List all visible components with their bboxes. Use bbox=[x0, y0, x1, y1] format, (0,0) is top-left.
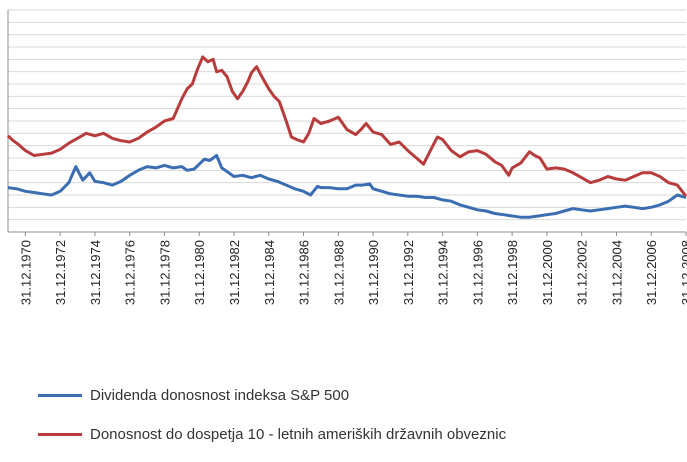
legend-label-dividend-yield: Dividenda donosnost indeksa S&P 500 bbox=[90, 386, 350, 404]
x-tick-label: 31.12.1984 bbox=[262, 240, 277, 305]
x-tick-label: 31.12.2008 bbox=[679, 240, 687, 305]
x-tick-label: 31.12.1996 bbox=[470, 240, 485, 305]
x-tick-label: 31.12.1986 bbox=[297, 240, 312, 305]
legend-item-bond-yield: Donosnost do dospetja 10 - letnih ameriš… bbox=[38, 423, 506, 445]
x-tick-label: 31.12.1976 bbox=[123, 240, 138, 305]
x-tick-label: 31.12.1978 bbox=[157, 240, 172, 305]
x-tick-label: 31.12.1998 bbox=[505, 240, 520, 305]
x-tick-label: 31.12.1980 bbox=[192, 240, 207, 305]
line-chart: 31.12.1970 31.12.1972 31.12.1974 31.12.1976… bbox=[6, 9, 687, 305]
x-axis bbox=[7, 10, 687, 236]
x-tick-label: 31.12.2002 bbox=[575, 240, 590, 305]
legend-swatch-red bbox=[38, 432, 82, 436]
x-tick-label: 31.12.1994 bbox=[436, 240, 451, 305]
x-tick-labels: 31.12.1970 31.12.1972 31.12.1974 31.12.1976… bbox=[18, 240, 687, 305]
legend-swatch-blue bbox=[38, 393, 82, 397]
x-tick-label: 31.12.1974 bbox=[88, 240, 103, 305]
series-line-bond-yield bbox=[6, 55, 687, 198]
legend-item-dividend-yield: Dividenda donosnost indeksa S&P 500 bbox=[38, 384, 506, 406]
legend: Dividenda donosnost indeksa S&P 500 Dono… bbox=[38, 384, 506, 462]
x-tick-label: 31.12.1988 bbox=[331, 240, 346, 305]
gridlines bbox=[8, 9, 686, 221]
x-tick-label: 31.12.2000 bbox=[540, 240, 555, 305]
x-tick-label: 31.12.1970 bbox=[18, 240, 33, 305]
x-tick-label: 31.12.1990 bbox=[366, 240, 381, 305]
series-line-dividend-yield bbox=[7, 154, 687, 219]
x-tick-label: 31.12.1972 bbox=[53, 240, 68, 305]
x-tick-label: 31.12.1982 bbox=[227, 240, 242, 305]
series-lines bbox=[6, 55, 687, 219]
x-tick-label: 31.12.2004 bbox=[609, 240, 624, 305]
x-tick-label: 31.12.1992 bbox=[401, 240, 416, 305]
legend-label-bond-yield: Donosnost do dospetja 10 - letnih ameriš… bbox=[90, 425, 507, 443]
x-tick-label: 31.12.2006 bbox=[644, 240, 659, 305]
